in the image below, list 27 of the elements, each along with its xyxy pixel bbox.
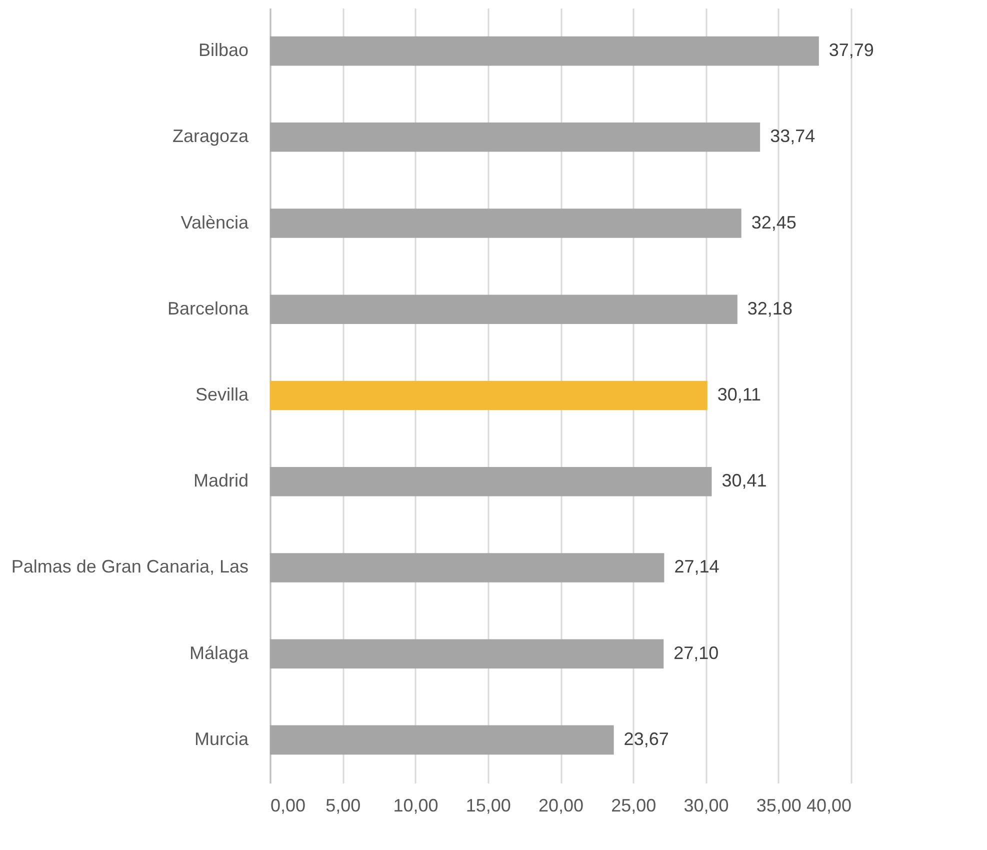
data-label: 32,45 — [751, 212, 796, 232]
x-tick-label: 10,00 — [393, 796, 438, 816]
data-label: 27,10 — [674, 642, 719, 663]
x-tick-label: 15,00 — [466, 796, 511, 816]
data-label: 37,79 — [828, 40, 874, 60]
x-tick-label: 25,00 — [611, 796, 656, 816]
y-tick-label: València — [180, 212, 250, 232]
data-label: 32,18 — [747, 298, 792, 318]
x-tick-label: 20,00 — [538, 796, 584, 816]
x-tick-label: 35,00 — [756, 796, 802, 816]
y-tick-label: Murcia — [194, 728, 250, 749]
y-tick-label: Bilbao — [198, 40, 248, 60]
y-tick-label: Zaragoza — [172, 126, 250, 146]
y-tick-label: Barcelona — [167, 298, 250, 318]
x-tick-label: 30,00 — [684, 796, 729, 816]
data-label: 30,11 — [717, 384, 762, 404]
y-tick-label: Sevilla — [195, 384, 250, 404]
x-tick-label: 0,00 — [270, 796, 306, 816]
data-label: 33,74 — [770, 126, 816, 146]
x-tick-label: 5,00 — [326, 796, 361, 816]
y-tick-label: Madrid — [193, 470, 248, 491]
data-label: 27,14 — [674, 556, 720, 577]
y-tick-label: Palmas de Gran Canaria, Las — [11, 556, 248, 577]
data-label: 30,41 — [722, 470, 767, 491]
y-tick-label: Málaga — [189, 642, 250, 663]
data-label: 23,67 — [624, 728, 669, 749]
x-tick-label: 40,00 — [806, 796, 852, 816]
